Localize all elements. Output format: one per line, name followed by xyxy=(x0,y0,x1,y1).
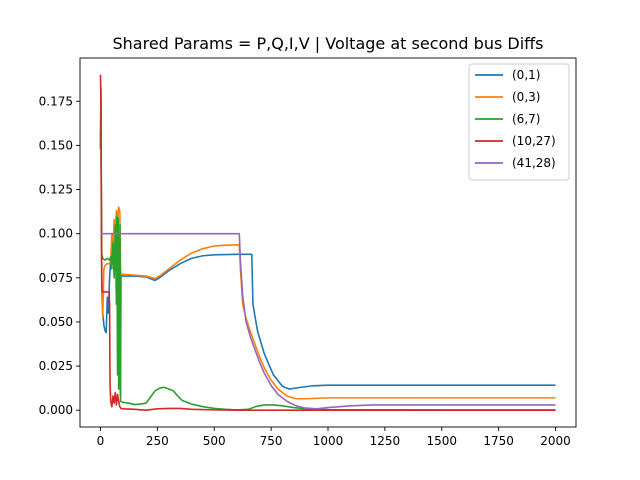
y-tick-label: 0.100 xyxy=(39,227,73,241)
series-line-4 xyxy=(100,232,556,410)
series-line-2 xyxy=(99,100,556,411)
series-line-3 xyxy=(99,74,556,412)
x-tick-label: 2000 xyxy=(540,434,571,448)
series-line-1 xyxy=(99,91,556,400)
legend-label: (0,3) xyxy=(512,90,540,104)
y-tick-label: 0.025 xyxy=(39,359,73,373)
legend: (0,1) (0,3) (6,7) (10,27) (41,28) xyxy=(468,63,570,181)
x-tick-label: 1250 xyxy=(370,434,401,448)
plot-area xyxy=(99,74,556,412)
y-tick-label: 0.125 xyxy=(39,183,73,197)
y-tick-label: 0.000 xyxy=(39,403,73,417)
y-tick-label: 0.050 xyxy=(39,315,73,329)
y-tick-label: 0.150 xyxy=(39,138,73,152)
y-axis: 0.000 0.025 0.050 0.075 0.100 0.125 0.150 0.175 xyxy=(39,94,80,417)
legend-label: (6,7) xyxy=(512,112,540,126)
legend-box xyxy=(468,63,570,181)
x-tick-label: 750 xyxy=(260,434,283,448)
legend-label: (10,27) xyxy=(512,134,556,148)
legend-label: (0,1) xyxy=(512,68,540,82)
x-tick-label: 1750 xyxy=(483,434,514,448)
x-tick-label: 500 xyxy=(203,434,226,448)
legend-label: (41,28) xyxy=(512,156,556,170)
x-tick-label: 1500 xyxy=(426,434,457,448)
x-tick-label: 250 xyxy=(146,434,169,448)
x-tick-label: 0 xyxy=(97,434,105,448)
x-tick-label: 1000 xyxy=(313,434,344,448)
series-line-0 xyxy=(99,86,556,397)
chart-title: Shared Params = P,Q,I,V | Voltage at sec… xyxy=(112,34,543,53)
y-tick-label: 0.175 xyxy=(39,94,73,108)
x-axis: 0 250 500 750 1000 1250 1500 1750 2000 xyxy=(97,427,571,448)
y-tick-label: 0.075 xyxy=(39,271,73,285)
